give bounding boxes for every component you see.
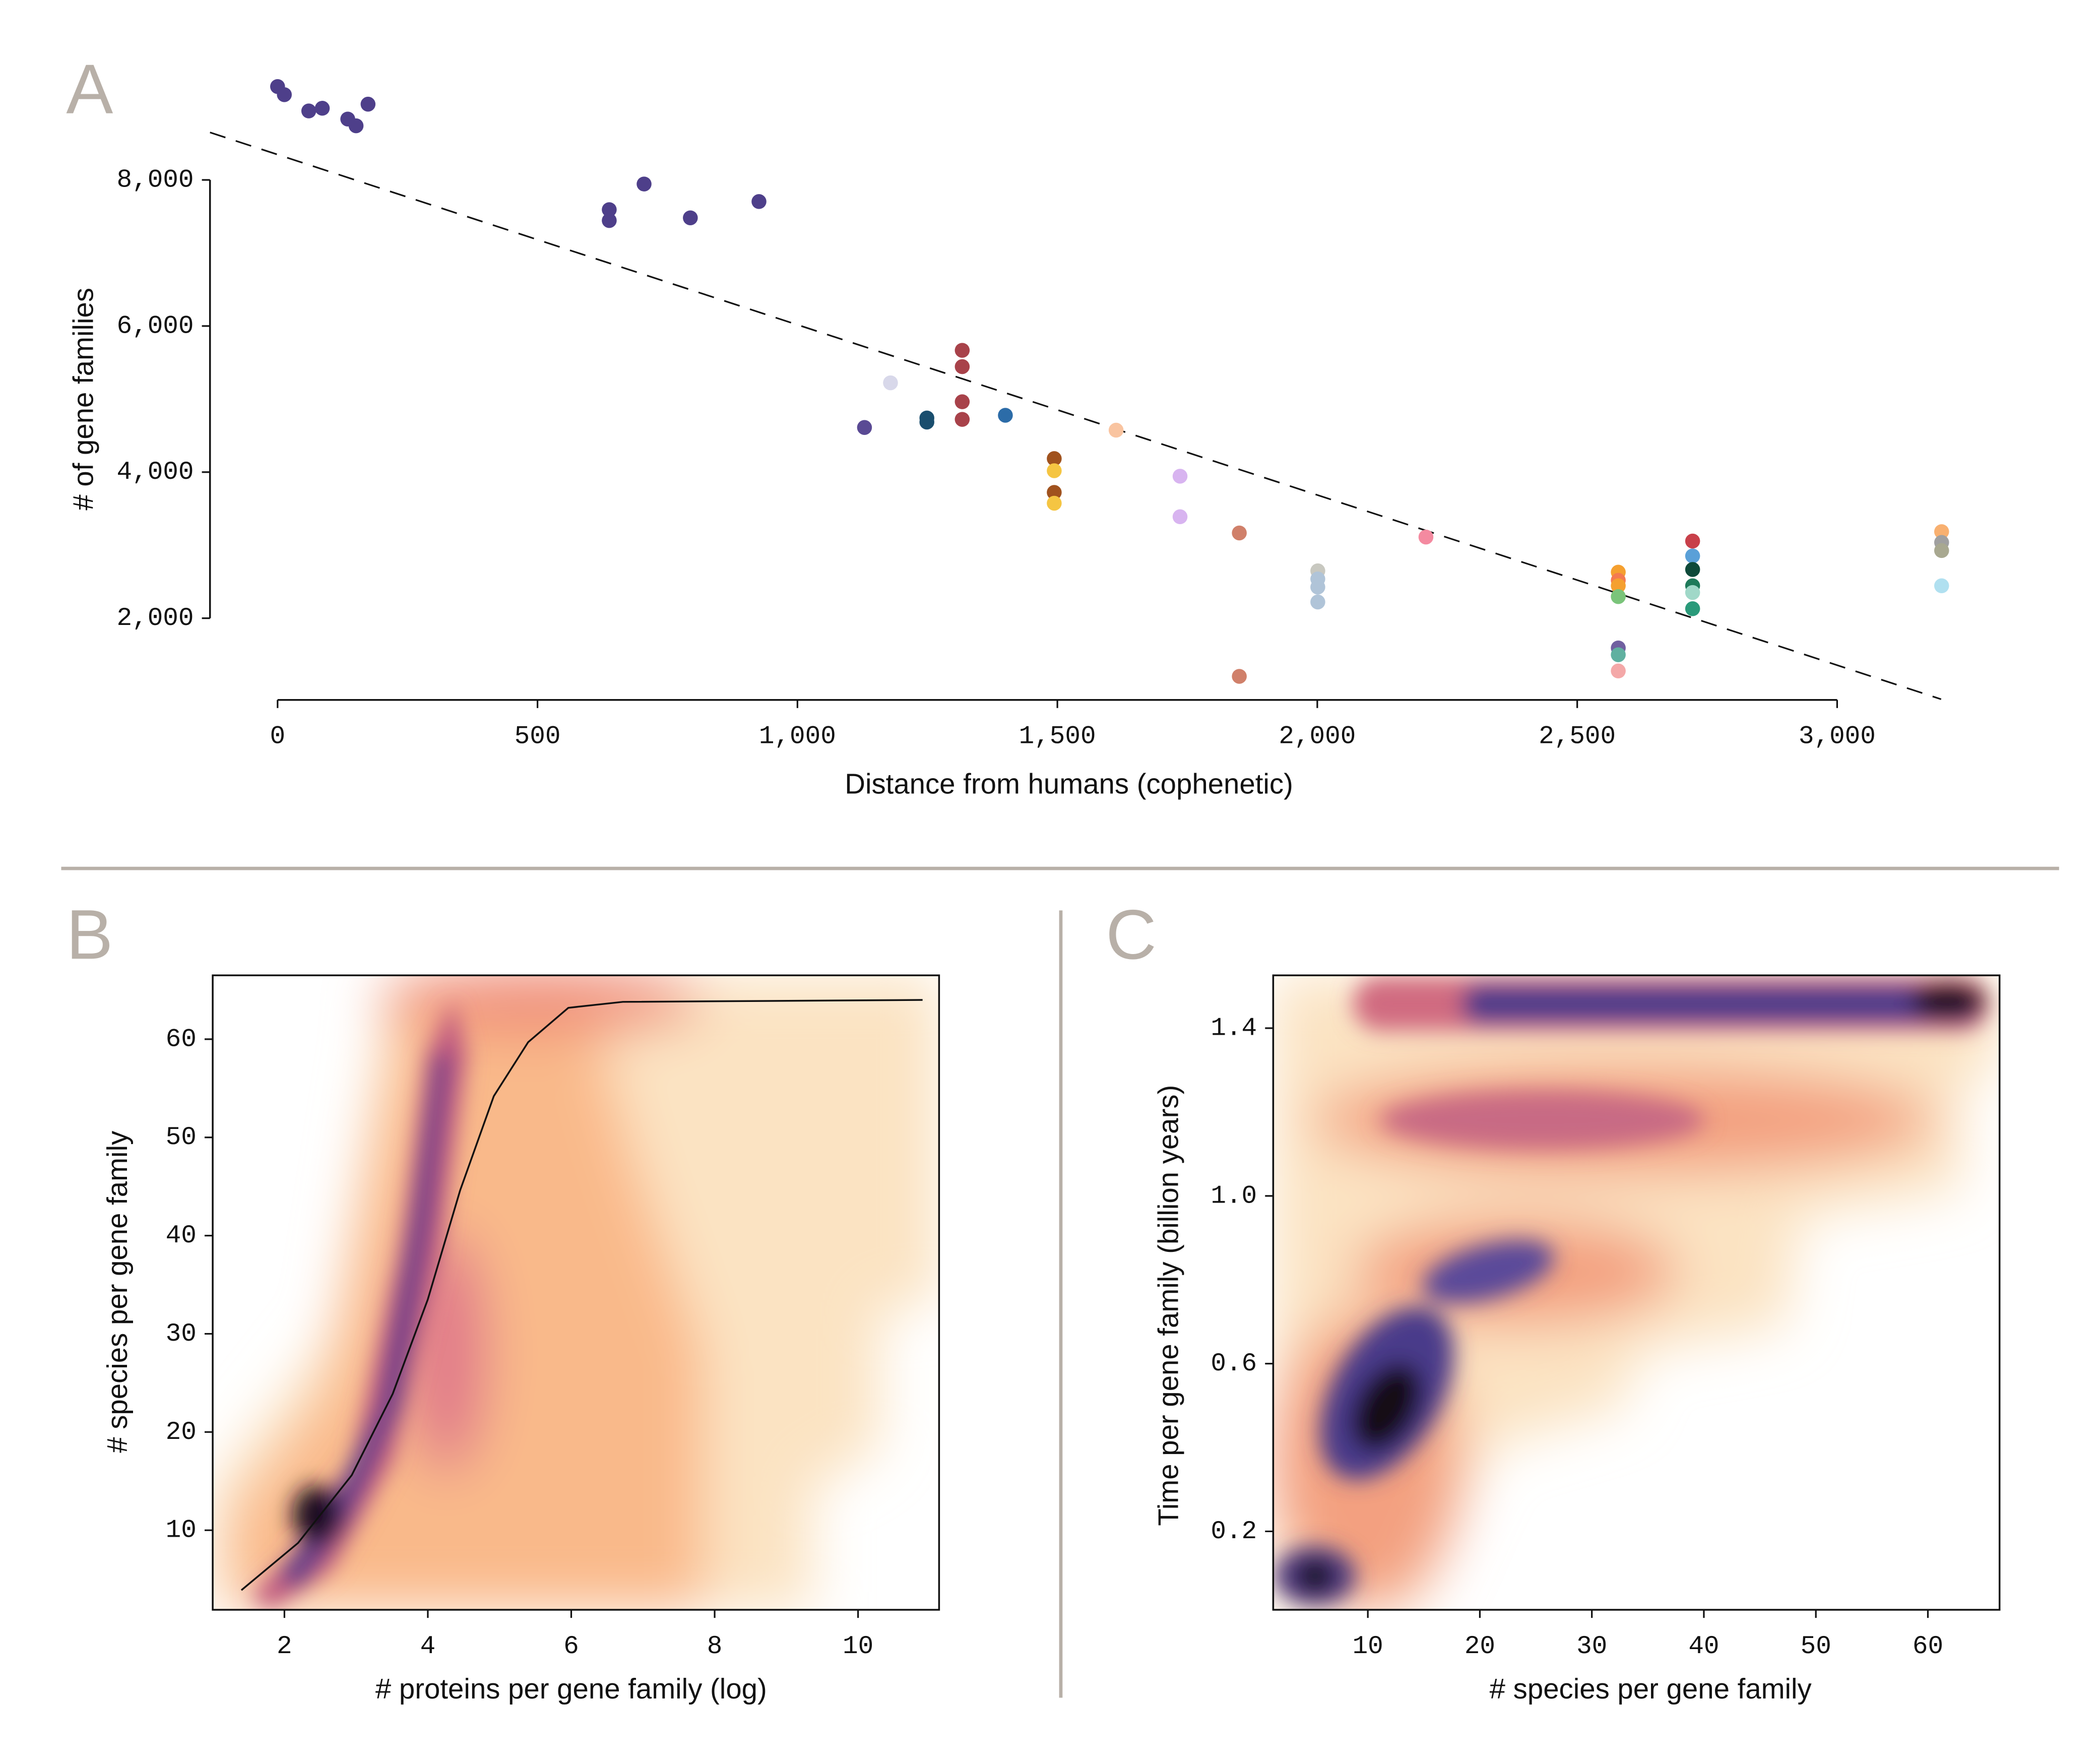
y-tick-label: 8,000: [117, 166, 194, 195]
point: [857, 420, 872, 435]
point: [1685, 548, 1700, 563]
point: [1232, 669, 1247, 684]
y-tick-label: 40: [166, 1222, 197, 1250]
point: [1172, 469, 1188, 484]
y-tick-label: 1.4: [1211, 1015, 1257, 1043]
x-tick-label: 500: [515, 723, 561, 751]
y-tick-label: 0.2: [1211, 1518, 1257, 1546]
median-curve: [240, 999, 923, 1591]
point: [883, 375, 898, 391]
density-map: [213, 975, 939, 1610]
point: [998, 408, 1013, 423]
y-axis-title: # of gene families: [68, 288, 99, 511]
point: [1934, 524, 1949, 539]
panel-label: C: [1106, 895, 1157, 974]
density-map: [1273, 975, 2000, 1610]
x-tick-label: 8: [707, 1632, 723, 1661]
point: [751, 194, 767, 209]
y-tick-label: 30: [166, 1320, 197, 1349]
point: [683, 210, 698, 225]
point: [1310, 594, 1325, 610]
x-tick-label: 2,000: [1279, 723, 1356, 751]
point: [954, 343, 970, 358]
y-axis-title: Time per gene family (billion years): [1152, 1085, 1184, 1526]
x-tick-label: 60: [1913, 1632, 1943, 1661]
point: [1232, 525, 1247, 541]
point: [954, 412, 970, 427]
point: [954, 359, 970, 374]
panel-label: B: [66, 895, 113, 974]
point: [1611, 589, 1626, 604]
y-tick-label: 10: [166, 1517, 197, 1545]
point: [277, 87, 292, 102]
y-tick-label: 4,000: [117, 458, 194, 487]
point: [1934, 543, 1949, 558]
point: [1685, 533, 1700, 549]
y-tick-label: 2,000: [117, 604, 194, 633]
x-tick-label: 30: [1576, 1632, 1607, 1661]
trend-line: [210, 132, 1942, 700]
x-axis-title: # species per gene family: [1490, 1673, 1812, 1705]
point: [919, 414, 934, 430]
x-tick-label: 10: [843, 1632, 873, 1661]
point: [1047, 495, 1062, 511]
point: [1172, 509, 1188, 525]
y-tick-label: 50: [166, 1123, 197, 1152]
x-tick-label: 10: [1353, 1632, 1383, 1661]
x-tick-label: 4: [420, 1632, 436, 1661]
x-axis-title: Distance from humans (cophenetic): [845, 768, 1293, 799]
x-axis-title: # proteins per gene family (log): [375, 1673, 767, 1705]
y-tick-label: 6,000: [117, 312, 194, 341]
point: [1611, 578, 1626, 594]
point: [1611, 647, 1626, 662]
point: [348, 118, 364, 134]
plot-frame: [212, 974, 940, 1611]
point: [1047, 463, 1062, 478]
x-tick-label: 50: [1801, 1632, 1831, 1661]
point: [1108, 422, 1124, 438]
point: [1685, 601, 1700, 616]
x-tick-label: 20: [1465, 1632, 1495, 1661]
y-tick-label: 60: [166, 1025, 197, 1054]
point: [1047, 485, 1062, 500]
point: [301, 103, 316, 118]
x-tick-label: 1,000: [759, 723, 836, 751]
y-tick-label: 0.6: [1211, 1350, 1257, 1378]
point: [1418, 529, 1434, 545]
point: [602, 202, 617, 217]
panel-label: A: [66, 50, 113, 129]
x-tick-label: 6: [563, 1632, 579, 1661]
x-tick-label: 40: [1688, 1632, 1719, 1661]
point: [1685, 562, 1700, 577]
point: [1611, 663, 1626, 679]
point: [602, 213, 617, 228]
x-tick-label: 1,500: [1019, 723, 1096, 751]
y-tick-label: 20: [166, 1418, 197, 1447]
point: [954, 394, 970, 409]
x-tick-label: 0: [270, 723, 286, 751]
y-tick-label: 1.0: [1211, 1182, 1257, 1211]
x-tick-label: 2,500: [1539, 723, 1616, 751]
point: [360, 96, 376, 112]
x-tick-label: 3,000: [1799, 723, 1876, 751]
point: [1047, 451, 1062, 466]
point: [1310, 580, 1325, 595]
plot-frame: [1272, 974, 2001, 1611]
point: [637, 176, 652, 192]
x-tick-label: 2: [277, 1632, 292, 1661]
y-axis-title: # species per gene family: [101, 1130, 133, 1453]
point: [1685, 585, 1700, 600]
point: [314, 101, 330, 116]
point: [1934, 578, 1949, 594]
